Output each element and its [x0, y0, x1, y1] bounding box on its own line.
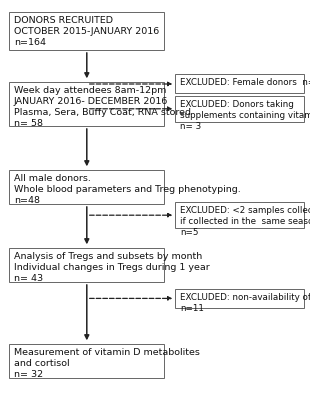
- Text: All male donors.
Whole blood parameters and Treg phenotyping.
n=48: All male donors. Whole blood parameters …: [14, 174, 241, 205]
- FancyBboxPatch shape: [9, 344, 164, 378]
- Text: DONORS RECRUITED
OCTOBER 2015-JANUARY 2016
n=164: DONORS RECRUITED OCTOBER 2015-JANUARY 20…: [14, 16, 159, 47]
- FancyBboxPatch shape: [175, 289, 304, 308]
- FancyBboxPatch shape: [175, 202, 304, 228]
- Text: EXCLUDED: Donors taking
supplements containing vitamin D
n= 3: EXCLUDED: Donors taking supplements cont…: [180, 100, 310, 131]
- Text: Measurement of vitamin D metabolites
and cortisol
n= 32: Measurement of vitamin D metabolites and…: [14, 348, 200, 379]
- FancyBboxPatch shape: [9, 170, 164, 204]
- FancyBboxPatch shape: [9, 248, 164, 282]
- Text: EXCLUDED: <2 samples collected or
if collected in the  same season
n=5: EXCLUDED: <2 samples collected or if col…: [180, 206, 310, 237]
- FancyBboxPatch shape: [9, 82, 164, 126]
- FancyBboxPatch shape: [175, 74, 304, 93]
- Text: Week day attendees 8am-12pm
JANUARY 2016- DECEMBER 2016
Plasma, Sera, Buffy Coat: Week day attendees 8am-12pm JANUARY 2016…: [14, 86, 191, 128]
- Text: EXCLUDED: non-availability of sera
n=11: EXCLUDED: non-availability of sera n=11: [180, 293, 310, 313]
- Text: Analysis of Tregs and subsets by month
Individual changes in Tregs during 1 year: Analysis of Tregs and subsets by month I…: [14, 252, 210, 283]
- FancyBboxPatch shape: [9, 12, 164, 50]
- Text: EXCLUDED: Female donors  n= 7: EXCLUDED: Female donors n= 7: [180, 78, 310, 86]
- FancyBboxPatch shape: [175, 96, 304, 122]
